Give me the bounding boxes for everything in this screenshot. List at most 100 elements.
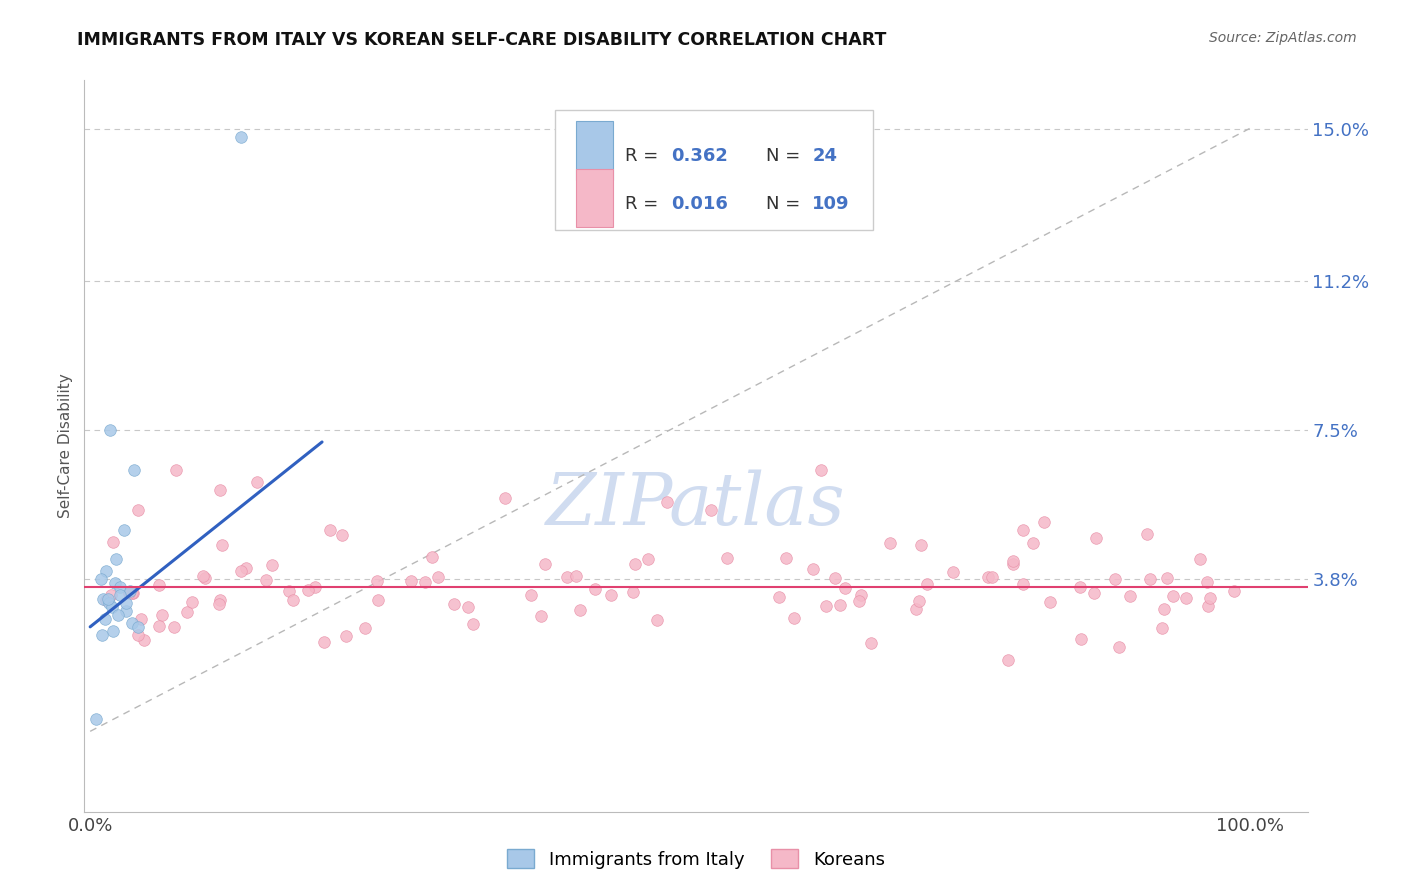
Point	[977, 569, 1000, 583]
Point	[1083, 586, 1105, 600]
Point	[427, 570, 450, 584]
Point	[103, 575, 125, 590]
Point	[910, 538, 932, 552]
Point	[849, 588, 872, 602]
Point	[84, 712, 107, 726]
FancyBboxPatch shape	[555, 110, 873, 230]
Point	[555, 570, 578, 584]
Point	[194, 571, 217, 585]
Point	[127, 503, 149, 517]
Point	[879, 536, 901, 550]
Point	[624, 557, 647, 571]
Point	[1104, 573, 1126, 587]
Point	[148, 578, 170, 592]
Point	[859, 635, 882, 649]
Point	[319, 524, 342, 538]
Point	[312, 634, 335, 648]
Point	[1012, 524, 1035, 538]
Point	[122, 463, 145, 477]
Point	[1001, 557, 1024, 571]
Point	[335, 629, 357, 643]
Point	[399, 574, 422, 588]
Point	[297, 582, 319, 597]
Point	[1198, 591, 1220, 605]
Point	[115, 596, 138, 610]
Text: 0.362: 0.362	[672, 147, 728, 165]
Point	[165, 463, 187, 477]
Point	[494, 491, 516, 506]
Point	[1032, 516, 1054, 530]
Point	[1108, 640, 1130, 654]
Point	[599, 588, 621, 602]
Point	[129, 612, 152, 626]
Point	[463, 617, 485, 632]
Point	[101, 599, 124, 614]
Point	[104, 551, 127, 566]
Point	[942, 566, 965, 580]
Point	[775, 551, 797, 566]
Point	[1197, 574, 1219, 589]
Point	[815, 599, 838, 613]
Point	[211, 538, 233, 552]
Point	[180, 595, 202, 609]
Text: 109: 109	[813, 194, 849, 213]
Point	[1175, 591, 1198, 606]
Point	[110, 588, 132, 602]
Text: Source: ZipAtlas.com: Source: ZipAtlas.com	[1209, 31, 1357, 45]
Point	[457, 599, 479, 614]
Point	[824, 570, 846, 584]
Point	[443, 597, 465, 611]
Point	[530, 609, 553, 624]
Point	[191, 569, 214, 583]
Point	[583, 582, 606, 596]
Point	[112, 524, 135, 538]
Point	[413, 574, 436, 589]
Point	[127, 620, 149, 634]
Point	[103, 535, 125, 549]
Point	[354, 621, 377, 635]
Point	[278, 583, 301, 598]
Point	[245, 475, 267, 490]
Point	[121, 586, 143, 600]
Point	[1156, 571, 1178, 585]
Point	[235, 561, 257, 575]
Point	[100, 588, 122, 602]
Point	[420, 549, 443, 564]
Point	[1022, 535, 1045, 549]
Text: N =: N =	[766, 147, 806, 165]
Point	[110, 580, 132, 594]
Point	[768, 591, 790, 605]
Point	[700, 503, 723, 517]
Text: 0.016: 0.016	[672, 194, 728, 213]
Point	[1070, 632, 1092, 646]
Point	[716, 550, 738, 565]
Point	[96, 591, 118, 606]
Point	[1188, 552, 1211, 566]
Point	[121, 615, 143, 630]
Legend: Immigrants from Italy, Koreans: Immigrants from Italy, Koreans	[501, 842, 891, 876]
Text: N =: N =	[766, 194, 806, 213]
Point	[904, 602, 927, 616]
Point	[647, 613, 669, 627]
Point	[1001, 554, 1024, 568]
Point	[118, 586, 141, 600]
Point	[1136, 526, 1159, 541]
Point	[801, 562, 824, 576]
Point	[229, 129, 252, 144]
Point	[1038, 594, 1060, 608]
Point	[330, 527, 353, 541]
Point	[132, 633, 155, 648]
Point	[1153, 602, 1175, 616]
Point	[848, 594, 870, 608]
Point	[127, 628, 149, 642]
Point	[810, 463, 832, 477]
Point	[915, 577, 938, 591]
Point	[90, 628, 112, 642]
Text: ZIPatlas: ZIPatlas	[546, 469, 846, 540]
Point	[783, 611, 806, 625]
Point	[1119, 590, 1142, 604]
Point	[91, 591, 114, 606]
Point	[1085, 532, 1108, 546]
Point	[980, 570, 1002, 584]
Point	[163, 620, 186, 634]
